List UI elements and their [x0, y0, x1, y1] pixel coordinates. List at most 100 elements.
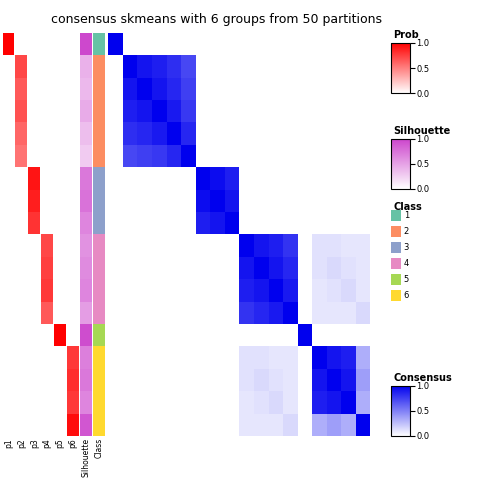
- Bar: [41, 301, 53, 324]
- Bar: [108, 167, 123, 190]
- Bar: [80, 279, 92, 301]
- Bar: [28, 257, 40, 279]
- Bar: [28, 279, 40, 301]
- Bar: [108, 122, 123, 145]
- Text: Consensus: Consensus: [393, 373, 452, 383]
- Bar: [167, 145, 181, 167]
- Bar: [283, 212, 298, 234]
- Bar: [181, 346, 196, 369]
- Bar: [239, 369, 254, 391]
- Bar: [254, 212, 269, 234]
- Bar: [54, 122, 66, 145]
- Bar: [80, 324, 92, 346]
- Bar: [298, 414, 312, 436]
- Bar: [54, 78, 66, 100]
- Bar: [152, 167, 167, 190]
- Bar: [196, 301, 210, 324]
- Bar: [239, 414, 254, 436]
- Bar: [239, 301, 254, 324]
- Bar: [181, 167, 196, 190]
- Bar: [152, 234, 167, 257]
- Bar: [196, 324, 210, 346]
- Bar: [152, 391, 167, 414]
- Bar: [181, 234, 196, 257]
- Bar: [16, 78, 27, 100]
- Bar: [3, 145, 15, 167]
- Bar: [80, 301, 92, 324]
- Bar: [356, 414, 370, 436]
- Bar: [196, 279, 210, 301]
- Bar: [80, 145, 92, 167]
- Bar: [298, 279, 312, 301]
- Bar: [254, 33, 269, 55]
- Bar: [239, 78, 254, 100]
- Bar: [225, 414, 239, 436]
- Bar: [239, 212, 254, 234]
- Bar: [356, 167, 370, 190]
- Bar: [54, 55, 66, 78]
- Bar: [28, 346, 40, 369]
- Bar: [269, 257, 283, 279]
- Bar: [356, 279, 370, 301]
- Bar: [298, 145, 312, 167]
- Bar: [181, 145, 196, 167]
- Bar: [181, 279, 196, 301]
- Bar: [167, 369, 181, 391]
- Bar: [80, 212, 92, 234]
- Bar: [93, 33, 105, 55]
- Bar: [167, 414, 181, 436]
- Bar: [54, 301, 66, 324]
- Bar: [210, 324, 225, 346]
- Bar: [41, 190, 53, 212]
- Bar: [298, 257, 312, 279]
- Bar: [16, 414, 27, 436]
- Bar: [3, 78, 15, 100]
- Bar: [254, 100, 269, 122]
- Bar: [239, 190, 254, 212]
- Bar: [283, 391, 298, 414]
- Text: p4: p4: [43, 438, 52, 448]
- Bar: [123, 257, 138, 279]
- Bar: [225, 145, 239, 167]
- Bar: [41, 391, 53, 414]
- Bar: [138, 257, 152, 279]
- Bar: [54, 145, 66, 167]
- Bar: [16, 324, 27, 346]
- Bar: [341, 414, 356, 436]
- Bar: [54, 100, 66, 122]
- Bar: [28, 212, 40, 234]
- Bar: [254, 279, 269, 301]
- Bar: [356, 234, 370, 257]
- Bar: [80, 257, 92, 279]
- Bar: [239, 33, 254, 55]
- Bar: [225, 324, 239, 346]
- Bar: [28, 145, 40, 167]
- Bar: [54, 257, 66, 279]
- Bar: [225, 234, 239, 257]
- Bar: [67, 33, 79, 55]
- Bar: [28, 78, 40, 100]
- Bar: [181, 100, 196, 122]
- Bar: [356, 391, 370, 414]
- Bar: [181, 122, 196, 145]
- Bar: [341, 301, 356, 324]
- Bar: [28, 301, 40, 324]
- Text: Silhouette: Silhouette: [82, 438, 90, 477]
- Bar: [16, 391, 27, 414]
- Bar: [210, 257, 225, 279]
- Bar: [298, 212, 312, 234]
- Bar: [108, 190, 123, 212]
- Bar: [312, 33, 327, 55]
- Bar: [123, 33, 138, 55]
- Bar: [80, 100, 92, 122]
- Bar: [312, 369, 327, 391]
- Bar: [67, 190, 79, 212]
- Bar: [167, 212, 181, 234]
- Bar: [196, 145, 210, 167]
- Bar: [138, 369, 152, 391]
- Bar: [152, 212, 167, 234]
- Bar: [152, 100, 167, 122]
- Bar: [108, 324, 123, 346]
- Text: Silhouette: Silhouette: [393, 126, 451, 136]
- Bar: [138, 414, 152, 436]
